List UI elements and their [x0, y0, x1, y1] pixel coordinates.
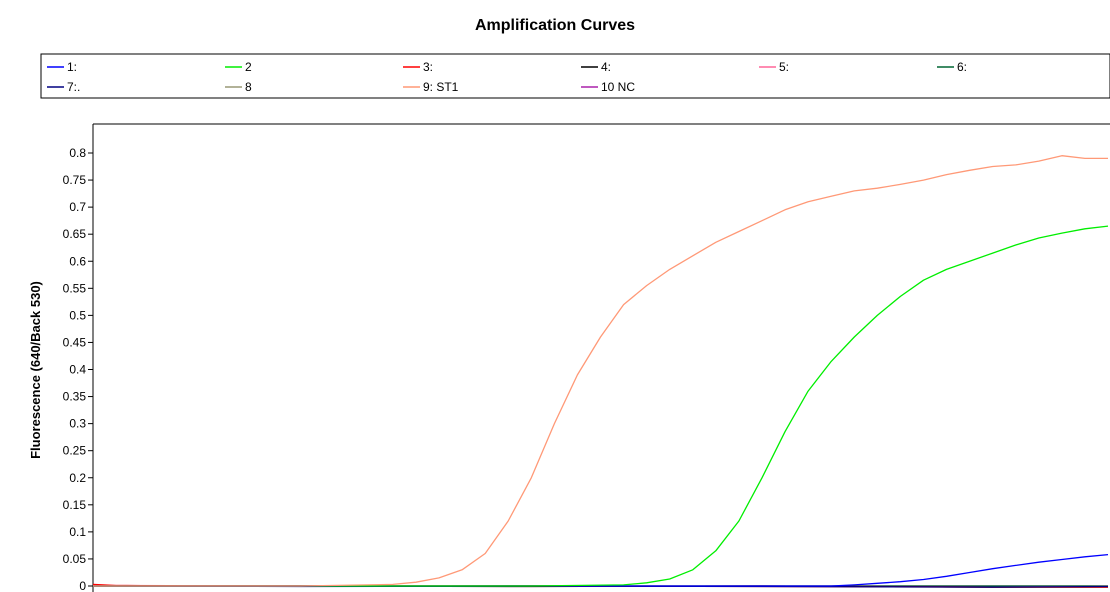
- series-line-1: [93, 553, 1109, 587]
- y-tick-label: 0.4: [69, 363, 86, 377]
- y-tick-label: 0.15: [63, 498, 87, 512]
- series-line-2: [93, 225, 1109, 587]
- legend-label: 8: [245, 80, 252, 94]
- chart-title: Amplification Curves: [475, 17, 635, 34]
- y-tick-label: 0.1: [69, 525, 86, 539]
- legend-label: 3:: [423, 60, 433, 74]
- legend-label: 7:.: [67, 80, 80, 94]
- legend-label: 6:: [957, 60, 967, 74]
- series-line-9: [93, 155, 1108, 587]
- legend-label: 2: [245, 60, 252, 74]
- y-tick-label: 0.5: [69, 308, 86, 322]
- y-tick-label: 0.75: [63, 173, 87, 187]
- legend-label: 5:: [779, 60, 789, 74]
- legend-label: 4:: [601, 60, 611, 74]
- legend-border: [40, 53, 1110, 99]
- legend-label: 9: ST1: [423, 80, 459, 94]
- y-tick-label: 0.25: [63, 444, 87, 458]
- y-tick-label: 0: [79, 579, 86, 592]
- y-tick-label: 0.6: [69, 254, 86, 268]
- legend-label: 1:: [67, 60, 77, 74]
- y-tick-label: 0.45: [63, 335, 87, 349]
- y-axis-label: Fluorescence (640/Back 530): [28, 281, 43, 459]
- legend: 1: 2 3: 4: 5: 6: 7:. 8 9: ST1 10 NC: [40, 53, 1110, 99]
- y-tick-label: 0.7: [69, 200, 86, 214]
- plot-area: 0 0.05 0.1 0.15 0.2 0.25 0.3 0.35 0.4 0.45 0.5 0.55…: [63, 123, 1110, 592]
- y-tick-label: 0.2: [69, 471, 86, 485]
- y-tick-label: 0.35: [63, 390, 87, 404]
- y-tick-label: 0.8: [69, 146, 86, 160]
- legend-label: 10 NC: [601, 80, 635, 94]
- y-tick-label: 0.65: [63, 227, 87, 241]
- y-tick-label: 0.05: [63, 552, 87, 566]
- y-tick-label: 0.55: [63, 281, 87, 295]
- y-tick-label: 0.3: [69, 417, 86, 431]
